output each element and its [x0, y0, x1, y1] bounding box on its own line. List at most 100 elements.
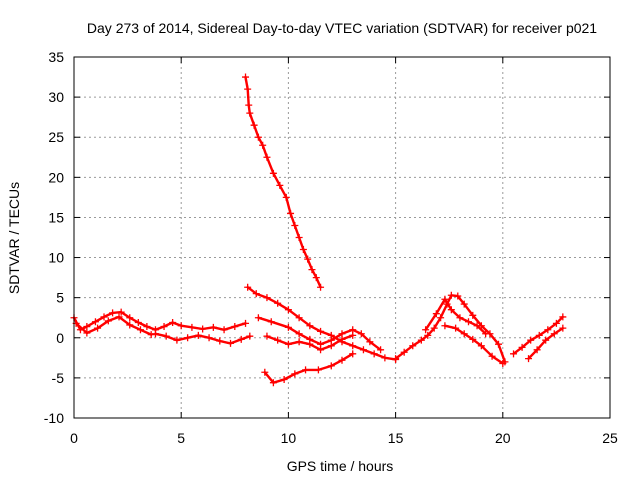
y-axis-title: SDTVAR / TECUs	[6, 182, 22, 294]
y-tick-label: 30	[48, 89, 64, 105]
data-point-marker	[160, 323, 168, 331]
data-point-marker	[424, 331, 432, 339]
data-point-marker	[464, 318, 472, 326]
series-line	[394, 294, 507, 363]
data-point-marker	[359, 346, 367, 354]
data-point-marker	[312, 274, 320, 282]
data-point-marker	[134, 319, 142, 327]
data-point-marker	[308, 266, 316, 274]
series-group	[72, 313, 155, 339]
data-point-marker	[136, 326, 144, 334]
data-point-marker	[317, 283, 325, 291]
data-point-marker	[104, 317, 112, 325]
data-point-marker	[269, 169, 277, 177]
data-point-marker	[454, 292, 462, 300]
x-tick-label: 20	[495, 430, 511, 446]
data-point-marker	[205, 334, 213, 342]
data-point-marker	[495, 340, 503, 348]
data-point-marker	[274, 336, 282, 344]
data-point-marker	[242, 73, 250, 81]
series-group	[441, 322, 507, 367]
data-point-marker	[460, 330, 468, 338]
x-tick-label: 15	[388, 430, 404, 446]
data-point-marker	[100, 313, 108, 321]
y-tick-label: 10	[48, 250, 64, 266]
data-point-marker	[338, 356, 346, 364]
x-tick-label: 25	[602, 430, 618, 446]
data-point-marker	[254, 133, 262, 141]
series-line	[424, 298, 487, 335]
data-point-marker	[400, 348, 408, 356]
data-point-marker	[469, 311, 477, 319]
data-point-marker	[287, 209, 295, 217]
data-point-marker	[282, 193, 290, 201]
data-point-marker	[477, 342, 485, 350]
series-group	[254, 314, 385, 354]
data-point-marker	[284, 306, 292, 314]
y-tick-label: 25	[48, 129, 64, 145]
y-tick-label: -5	[52, 370, 65, 386]
data-point-marker	[199, 325, 207, 333]
data-point-marker	[510, 350, 518, 358]
data-point-marker	[117, 308, 125, 316]
x-tick-labels: 0 5 10 15 20 25	[70, 430, 618, 446]
series-group	[244, 283, 400, 363]
data-point-marker	[544, 326, 552, 334]
data-point-marker	[299, 246, 307, 254]
data-point-marker	[452, 324, 460, 332]
data-point-marker	[432, 310, 440, 318]
data-point-marker	[188, 323, 196, 331]
series-line	[154, 332, 251, 345]
data-point-marker	[169, 319, 177, 327]
data-point-marker	[184, 334, 192, 342]
y-tick-label: -10	[44, 410, 64, 426]
x-tick-label: 10	[281, 430, 297, 446]
chart-title: Day 273 of 2014, Sidereal Day-to-day VTE…	[87, 20, 597, 36]
data-point-marker	[317, 327, 325, 335]
series-group	[151, 330, 254, 347]
series-line	[443, 324, 504, 365]
data-point-marker	[441, 295, 449, 303]
data-point-marker	[392, 355, 400, 363]
data-point-marker	[284, 340, 292, 348]
series-line	[244, 75, 322, 289]
data-point-marker	[456, 314, 464, 322]
data-point-marker	[447, 291, 455, 299]
data-point-marker	[291, 221, 299, 229]
y-tick-label: 15	[48, 209, 64, 225]
data-point-marker	[291, 370, 299, 378]
series-line	[74, 315, 153, 336]
data-point-marker	[259, 141, 267, 149]
data-point-marker	[437, 314, 445, 322]
data-point-marker	[542, 336, 550, 344]
data-point-marker	[276, 181, 284, 189]
data-point-marker	[83, 329, 91, 337]
data-point-marker	[559, 324, 567, 332]
x-tick-label: 0	[70, 430, 78, 446]
series-line	[257, 316, 382, 351]
data-point-marker	[246, 332, 254, 340]
data-point-marker	[147, 331, 155, 339]
data-point-marker	[338, 335, 346, 343]
data-point-marker	[261, 368, 269, 376]
data-point-marker	[370, 350, 378, 358]
data-point-marker	[244, 85, 252, 93]
data-point-marker	[220, 326, 228, 334]
data-point-marker	[284, 323, 292, 331]
data-point-marker	[216, 337, 224, 345]
data-point-marker	[91, 318, 99, 326]
data-point-marker	[269, 379, 277, 387]
data-point-marker	[177, 322, 185, 330]
data-point-marker	[209, 323, 217, 331]
data-point-marker	[317, 346, 325, 354]
data-point-marker	[244, 283, 252, 291]
data-point-marker	[94, 324, 102, 332]
data-point-marker	[263, 332, 271, 340]
data-point-marker	[473, 322, 481, 330]
data-point-marker	[349, 331, 357, 339]
series-group	[422, 295, 490, 338]
data-point-marker	[469, 335, 477, 343]
grid	[74, 57, 610, 418]
data-point-marker	[280, 375, 288, 383]
